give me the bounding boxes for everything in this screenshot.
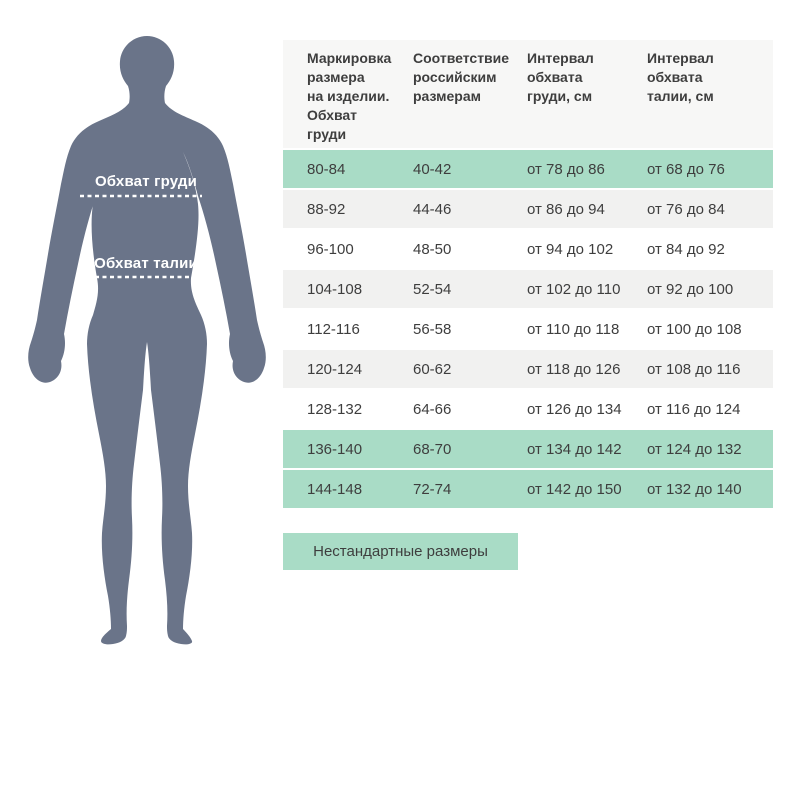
table-cell-ru_size: 56-58 [413,320,452,338]
table-row: 112-116 56-58 от 110 до 118 от 100 до 108 [283,310,773,348]
table-cell-waist: от 108 до 116 [647,360,741,378]
table-cell-waist: от 76 до 84 [647,200,725,218]
table-header-cell: Интервал обхвата груди, см [527,50,594,104]
table-cell-waist: от 68 до 76 [647,160,725,178]
table-cell-ru_size: 64-66 [413,400,452,418]
table-cell-chest: от 142 до 150 [527,480,622,498]
table-cell-ru_size: 44-46 [413,200,452,218]
table-cell-chest: от 110 до 118 [527,320,620,338]
table-cell-ru_size: 68-70 [413,440,452,458]
table-cell-ru_size: 72-74 [413,480,452,498]
table-header-cell: Интервал обхвата талии, см [647,50,714,104]
table-cell-waist: от 132 до 140 [647,480,742,498]
table-cell-ru_size: 40-42 [413,160,452,178]
table-cell-marking: 80-84 [307,160,346,178]
table-header-cell: Маркировка размера на изделии. Обхват гр… [307,50,392,142]
table-cell-marking: 104-108 [307,280,363,298]
table-cell-marking: 88-92 [307,200,346,218]
table-cell-chest: от 118 до 126 [527,360,621,378]
size-table: Маркировка размера на изделии. Обхват гр… [283,40,773,510]
body-silhouette [28,36,266,645]
size-table-body: 80-84 40-42 от 78 до 86 от 68 до 76 88-92 44-… [283,150,773,508]
table-row: 88-92 44-46 от 86 до 94 от 76 до 84 [283,190,773,228]
table-cell-waist: от 84 до 92 [647,240,725,258]
table-cell-waist: от 100 до 108 [647,320,742,338]
table-cell-chest: от 86 до 94 [527,200,605,218]
table-cell-ru_size: 60-62 [413,360,452,378]
table-cell-marking: 136-140 [307,440,363,458]
table-cell-ru_size: 48-50 [413,240,452,258]
table-cell-chest: от 134 до 142 [527,440,622,458]
table-cell-chest: от 94 до 102 [527,240,614,258]
table-cell-marking: 144-148 [307,480,363,498]
table-cell-marking: 128-132 [307,400,363,418]
table-cell-marking: 120-124 [307,360,363,378]
table-cell-waist: от 124 до 132 [647,440,742,458]
table-cell-marking: 96-100 [307,240,354,258]
table-cell-chest: от 102 до 110 [527,280,621,298]
chest-measure-label: Обхват груди [94,173,198,190]
table-row: 120-124 60-62 от 118 до 126 от 108 до 116 [283,350,773,388]
table-cell-ru_size: 52-54 [413,280,452,298]
waist-measure-label: Обхват талии [94,255,198,272]
table-cell-waist: от 92 до 100 [647,280,734,298]
table-row: 144-148 72-74 от 142 до 150 от 132 до 140 [283,470,773,508]
size-table-header: Маркировка размера на изделии. Обхват гр… [283,40,773,148]
table-row: 80-84 40-42 от 78 до 86 от 68 до 76 [283,150,773,188]
table-row: 104-108 52-54 от 102 до 110 от 92 до 100 [283,270,773,308]
male-body-figure [24,28,270,653]
table-cell-marking: 112-116 [307,320,360,338]
table-cell-waist: от 116 до 124 [647,400,741,418]
table-row: 128-132 64-66 от 126 до 134 от 116 до 124 [283,390,773,428]
non-standard-sizes-button[interactable]: Нестандартные размеры [283,533,518,570]
table-row: 96-100 48-50 от 94 до 102 от 84 до 92 [283,230,773,268]
table-cell-chest: от 126 до 134 [527,400,622,418]
table-row: 136-140 68-70 от 134 до 142 от 124 до 132 [283,430,773,468]
table-cell-chest: от 78 до 86 [527,160,605,178]
table-header-cell: Соответствие российским размерам [413,50,510,104]
